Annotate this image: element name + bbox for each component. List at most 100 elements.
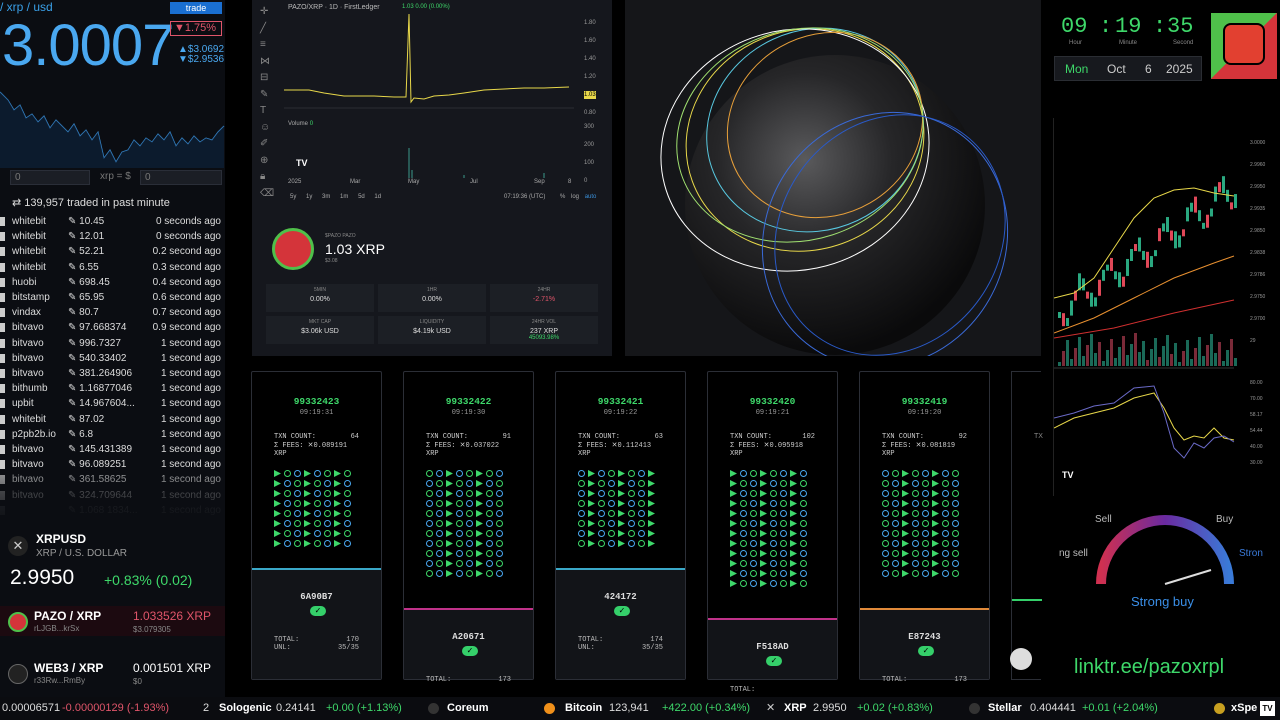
stat-card: LIQUIDITY $4.19k USD bbox=[378, 316, 486, 344]
candle bbox=[1154, 250, 1157, 257]
rsi-tick: 54.44 bbox=[1250, 428, 1263, 434]
candle bbox=[1158, 228, 1161, 242]
volume-bar bbox=[1102, 361, 1105, 366]
token-sub: $PAZO PAZO bbox=[325, 233, 356, 239]
volume-bar bbox=[1098, 342, 1101, 366]
chart-time: 07:19:36 (UTC) bbox=[504, 194, 546, 200]
trade-row: bitvavo ✎ 145.431389 1 second ago bbox=[0, 442, 225, 457]
volume-bar bbox=[1230, 339, 1233, 366]
xrpusd-price: 2.9950 bbox=[10, 566, 75, 589]
volume-bar bbox=[1094, 353, 1097, 366]
candle bbox=[1174, 231, 1177, 249]
convert-input-right[interactable]: 0 bbox=[140, 170, 222, 185]
crosshair-icon[interactable]: ✛ bbox=[260, 6, 269, 17]
measure-icon[interactable]: ⊟ bbox=[260, 72, 269, 83]
volume-axis: 300 200 100 0 bbox=[584, 124, 595, 184]
stat-card: 24HR VOL 237 XRP 45093.98% bbox=[490, 316, 598, 344]
scale-options[interactable]: % log auto bbox=[560, 194, 597, 200]
volume-bar bbox=[1106, 350, 1109, 366]
candle bbox=[1230, 202, 1233, 210]
volume-bar bbox=[1222, 361, 1225, 366]
candle bbox=[1222, 176, 1225, 194]
lock-icon[interactable]: 🔒︎ bbox=[260, 171, 266, 182]
trade-row: bithumb ✎ 1.16877046 1 second ago bbox=[0, 381, 225, 396]
volume-bar bbox=[1142, 341, 1145, 366]
volume-bar bbox=[1146, 360, 1149, 366]
candle bbox=[1198, 210, 1201, 222]
traded-count: ⇄ 139,957 traded in past minute bbox=[12, 197, 170, 209]
candle bbox=[1082, 278, 1085, 291]
volume-bar bbox=[1226, 350, 1229, 366]
trade-row: vindax ✎ 80.7 0.7 second ago bbox=[0, 305, 225, 320]
ledger-block-partial: TX bbox=[1011, 371, 1043, 680]
emoji-icon[interactable]: ☺ bbox=[260, 121, 271, 133]
volume-bar bbox=[1062, 351, 1065, 366]
right-y-axis: 3.0000 2.9960 2.9950 2.9935 2.9850 2.9838 2.97… bbox=[1250, 140, 1265, 360]
trade-button[interactable]: trade bbox=[170, 2, 222, 14]
candle bbox=[1094, 297, 1097, 307]
lines-icon[interactable]: ≡ bbox=[260, 39, 266, 50]
range-buttons[interactable]: 5y 1y 3m 1m 5d 1d bbox=[290, 194, 382, 200]
rsi-tick: 70.00 bbox=[1250, 396, 1263, 402]
y-tick: 2.9700 bbox=[1250, 316, 1266, 322]
volume-bar bbox=[1082, 356, 1085, 366]
ledger-block[interactable]: 99332423 09:19:31 TXN COUNT: 64 Σ FEES: ✕0.0… bbox=[251, 371, 382, 680]
volume-bar bbox=[1218, 342, 1221, 366]
text-icon[interactable]: T bbox=[260, 105, 267, 116]
candle bbox=[1074, 290, 1077, 301]
ledger-block[interactable]: 99332422 09:19:30 TXN COUNT: 91 Σ FEES: ✕0.0… bbox=[403, 371, 534, 684]
swap-icon: ⇄ bbox=[12, 197, 25, 209]
candle bbox=[1078, 273, 1081, 291]
y-tick: 3.0000 bbox=[1250, 140, 1266, 146]
candle bbox=[1182, 229, 1185, 237]
ledger-block[interactable]: 99332419 09:19:20 TXN COUNT: 92 Σ FEES: ✕0.0… bbox=[859, 371, 990, 684]
coin-price: 0.001501 XRP bbox=[133, 661, 212, 675]
rsi-tick: 30.00 bbox=[1250, 460, 1263, 466]
link-text[interactable]: linktr.ee/pazoxrpl bbox=[1074, 656, 1225, 678]
trade-row: whitebit ✎ 52.21 0.2 second ago bbox=[0, 244, 225, 259]
token-stats: 5MIN 0.00% 1HR 0.00% 24HR -2.71% MKT CAP $3.06k… bbox=[266, 284, 598, 350]
volume-bar bbox=[1070, 359, 1073, 366]
volume-bar bbox=[1090, 334, 1093, 366]
brush-icon[interactable]: ✎ bbox=[260, 88, 269, 100]
volume-bar bbox=[1130, 344, 1133, 366]
xrp-icon: ✕ bbox=[766, 702, 776, 714]
bitcoin-icon bbox=[544, 703, 555, 714]
volume-bar bbox=[1170, 354, 1173, 366]
volume-bar bbox=[1078, 337, 1081, 366]
coin-price: 1.033526 XRP bbox=[133, 609, 212, 623]
pattern-icon[interactable]: ⋈ bbox=[260, 55, 270, 67]
ruler-icon[interactable]: ✐ bbox=[260, 138, 269, 149]
y-tick: 2.9935 bbox=[1250, 206, 1266, 212]
candle bbox=[1170, 230, 1173, 241]
drawing-toolbar: ✛ ╱ ≡ ⋈ ⊟ ✎ T ☺ ✐ ⊕ 🔒︎ ⌫ bbox=[260, 4, 284, 214]
rsi-tick: 58.17 bbox=[1250, 412, 1263, 418]
convert-label: xrp = $ bbox=[100, 171, 131, 182]
erase-icon[interactable]: ⌫ bbox=[260, 187, 275, 199]
candle bbox=[1058, 312, 1061, 318]
trade-row: bitvavo ✎ 381.264906 1 second ago bbox=[0, 366, 225, 381]
cookie-icon[interactable] bbox=[1010, 648, 1032, 670]
volume-bar bbox=[1086, 345, 1089, 366]
volume-bar bbox=[1066, 340, 1069, 366]
volume-bar bbox=[1150, 349, 1153, 366]
coin-usd: $0 bbox=[133, 677, 142, 686]
candle bbox=[1194, 196, 1197, 213]
volume-bar bbox=[1122, 336, 1125, 366]
trendline-icon[interactable]: ╱ bbox=[260, 22, 267, 34]
zoom-icon[interactable]: ⊕ bbox=[260, 154, 269, 166]
web3-logo-icon bbox=[8, 664, 28, 684]
volume-bar bbox=[1206, 345, 1209, 366]
stat-card: 5MIN 0.00% bbox=[266, 284, 374, 312]
coin-usd: $3.079305 bbox=[133, 625, 171, 634]
gauge-strong-buy: Stron bbox=[1239, 548, 1263, 559]
coin-row-pazo[interactable]: PAZO / XRP rLJGB...krSx 1.033526 XRP $3.… bbox=[0, 606, 225, 636]
ledger-block[interactable]: 99332421 09:19:22 TXN COUNT: 63 Σ FEES: ✕0.1… bbox=[555, 371, 686, 680]
candle bbox=[1066, 318, 1069, 327]
xspectar-icon bbox=[1214, 703, 1225, 714]
ledger-block[interactable]: 99332420 09:19:21 TXN COUNT: 102 Σ FEES: ✕0.… bbox=[707, 371, 838, 694]
coin-row-web3[interactable]: WEB3 / XRP r33Rw...RmBy 0.001501 XRP $0 bbox=[0, 658, 225, 688]
volume-bar bbox=[1118, 347, 1121, 366]
convert-input-left[interactable]: 0 bbox=[10, 170, 90, 185]
date-bar: Mon Oct 6 2025 bbox=[1054, 56, 1202, 81]
